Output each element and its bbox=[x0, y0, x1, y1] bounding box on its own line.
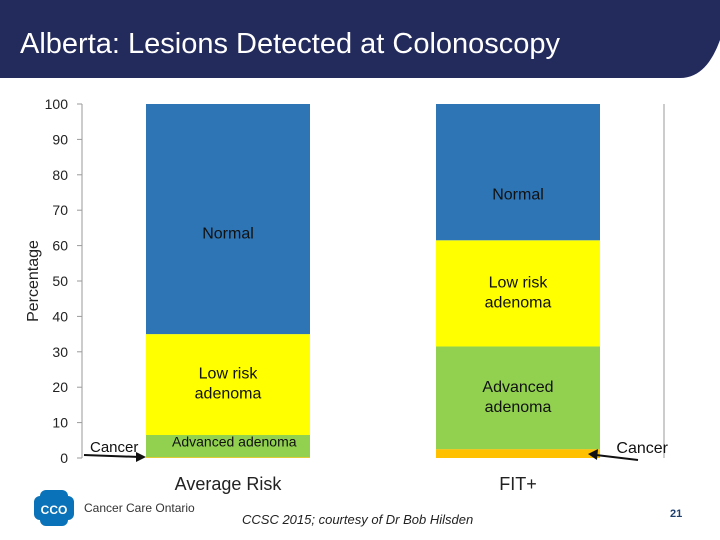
y-tick-label: 90 bbox=[52, 131, 68, 147]
y-tick-label: 20 bbox=[52, 379, 68, 395]
bar-segment-low-risk-adenoma bbox=[146, 334, 310, 435]
annotation-normal: Normal bbox=[202, 226, 254, 243]
annotation-low-risk-adenoma: Low risk adenoma bbox=[195, 366, 262, 403]
cancer-arrow-head bbox=[588, 449, 598, 460]
y-tick-label: 0 bbox=[60, 450, 68, 466]
category-label: FIT+ bbox=[499, 474, 537, 494]
cco-logo-abbrev: CCO bbox=[41, 503, 68, 517]
title-bar: Alberta: Lesions Detected at Colonoscopy bbox=[0, 0, 720, 80]
bar-segment-cancer bbox=[146, 457, 310, 458]
annotation-advanced-adenoma: Advanced adenoma bbox=[172, 434, 297, 450]
y-tick-label: 40 bbox=[52, 308, 68, 324]
y-tick-label: 80 bbox=[52, 167, 68, 183]
bar-segment-advanced-adenoma bbox=[146, 434, 310, 458]
cancer-arrow-head bbox=[136, 452, 146, 462]
bar-segment-advanced-adenoma bbox=[436, 346, 600, 450]
y-tick-label: 30 bbox=[52, 344, 68, 360]
y-tick-label: 60 bbox=[52, 238, 68, 254]
page-number: 21 bbox=[670, 508, 683, 520]
cancer-arrow-line bbox=[595, 454, 639, 461]
annotation-cancer: Cancer bbox=[90, 439, 138, 456]
category-label: Average Risk bbox=[175, 474, 283, 494]
bar-segment-normal bbox=[436, 104, 600, 241]
slide-credit: CCSC 2015; courtesy of Dr Bob Hilsden bbox=[242, 512, 474, 527]
cancer-arrow-line bbox=[83, 454, 141, 458]
y-axis-label: Percentage bbox=[25, 240, 42, 322]
cco-logo: CCO Cancer Care Ontario bbox=[34, 488, 214, 528]
y-tick-label: 100 bbox=[45, 96, 69, 112]
y-tick-label: 50 bbox=[52, 273, 68, 289]
bar-segment-cancer bbox=[436, 449, 600, 458]
annotation-low-risk-adenoma: Low risk adenoma bbox=[485, 274, 552, 311]
cco-logo-icon: CCO bbox=[34, 490, 74, 526]
annotation-normal: Normal bbox=[492, 187, 544, 204]
y-tick-label: 70 bbox=[52, 202, 68, 218]
bar-segment-normal bbox=[146, 104, 310, 335]
y-tick-label: 10 bbox=[52, 415, 68, 431]
title-bar-shape bbox=[0, 0, 720, 78]
bar-segment-low-risk-adenoma bbox=[436, 240, 600, 347]
annotation-advanced-adenoma: Advanced adenoma bbox=[482, 379, 553, 416]
annotation-cancer: Cancer bbox=[616, 440, 668, 457]
slide-title: Alberta: Lesions Detected at Colonoscopy bbox=[20, 28, 561, 60]
cco-logo-text: Cancer Care Ontario bbox=[84, 501, 195, 515]
